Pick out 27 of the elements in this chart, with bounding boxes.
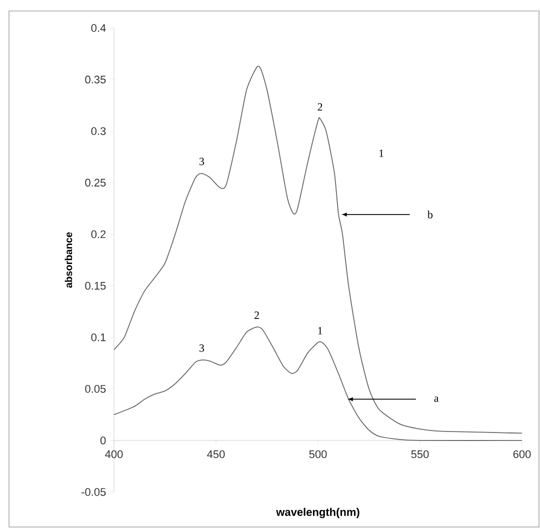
x-tick-label: 550 (411, 450, 429, 458)
y-tick-label: 0.35 (85, 76, 106, 84)
annotation: 1 (379, 150, 384, 157)
y-tick-label: 0.1 (91, 333, 106, 342)
y-tick-label: 0.3 (91, 127, 106, 136)
annotation: 2 (318, 103, 322, 111)
y-tick-label: 0.25 (85, 178, 106, 187)
annotation: a (434, 396, 439, 402)
line-series (114, 66, 522, 434)
y-tick-label: -0.05 (82, 488, 106, 496)
annotation: 1 (318, 327, 322, 334)
y-tick-label: 0.15 (85, 282, 106, 290)
y-tick-label: 0.2 (91, 230, 106, 238)
y-tick-label: 0.4 (91, 24, 106, 32)
y-tick-label: 0.05 (85, 385, 106, 393)
annotation: b (427, 210, 433, 218)
y-tick-label: 0 (100, 436, 106, 444)
x-tick-label: 450 (207, 450, 225, 458)
x-tick-label: 500 (309, 450, 327, 458)
x-axis-title: wavelength(nm) (276, 508, 360, 518)
y-axis-title: absorbance (64, 232, 72, 288)
annotation: 2 (254, 312, 259, 319)
x-tick-label: 400 (105, 450, 123, 458)
x-tick-label: 600 (513, 450, 531, 458)
annotation: 3 (200, 344, 204, 352)
line-series (114, 326, 522, 441)
annotation: 3 (200, 158, 204, 166)
